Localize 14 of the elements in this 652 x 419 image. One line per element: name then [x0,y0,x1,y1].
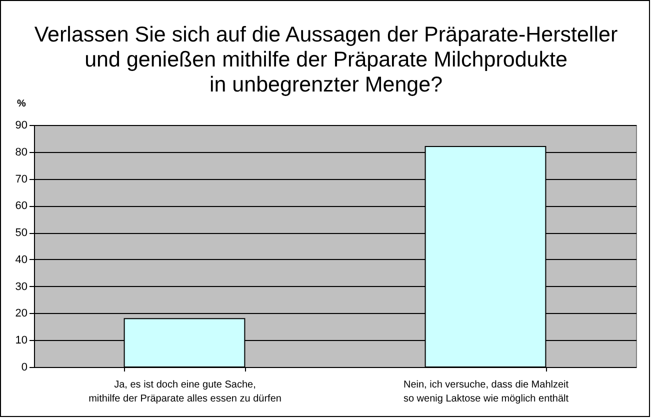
y-tick-label: 90 [15,120,28,132]
x-tick-label: Ja, es ist doch eine gute Sache, mithilfe der Präparate alles essen zu dürfen [88,380,282,404]
y-tick-label: 40 [15,254,28,266]
y-tick-label: 0 [21,362,28,374]
y-tick-label: 30 [15,280,28,293]
x-tick-label: Nein, ich versuche, dass die Mahlzeit so wenig Laktose wie möglich enthält [403,380,569,404]
y-tick-label: 50 [15,227,28,240]
y-tick-label: 70 [15,173,28,186]
chart-title: Verlassen Sie sich auf die Aussagen der Präparate-Hersteller und genießen mithilfe der Präparate Milchprodukte in unbegrenzter Menge? [34,22,618,96]
y-axis-title: % [17,98,26,110]
y-tick-label: 20 [15,308,28,320]
y-tick-label: 80 [15,146,28,158]
y-tick-label: 10 [15,334,28,347]
y-tick-label: 60 [15,200,28,212]
